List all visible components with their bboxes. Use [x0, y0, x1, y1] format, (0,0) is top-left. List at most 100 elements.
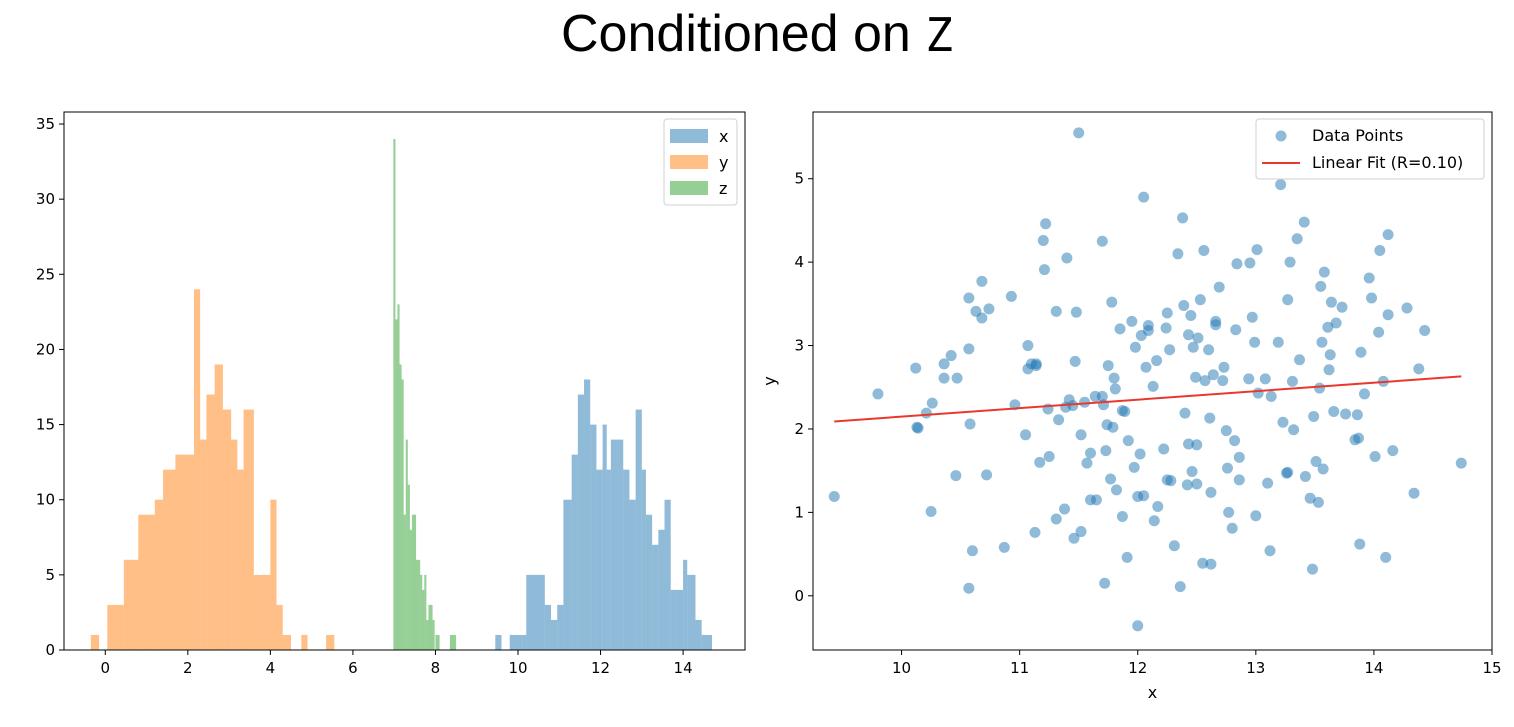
scatter-point [1085, 494, 1097, 506]
scatter-point [1358, 388, 1370, 400]
scatter-point [1317, 463, 1329, 475]
scatter-point [1034, 456, 1046, 468]
hist-bar-y [326, 634, 335, 650]
scatter-point [1068, 532, 1080, 544]
scatter-point [1075, 429, 1087, 441]
hist-legend-label-y: y [719, 153, 728, 172]
scatter-point [951, 372, 963, 384]
scatter-point [1226, 522, 1238, 534]
hist-x-tick-label: 6 [348, 659, 358, 677]
hist-bar-x [534, 574, 545, 650]
linear-fit-line [834, 375, 1462, 423]
scatter-point [1340, 408, 1352, 420]
hist-bar-z [449, 634, 457, 650]
scatter-point [1107, 421, 1119, 433]
hist-bar-z [418, 559, 421, 650]
scatter-y-tick-label: 2 [794, 420, 804, 438]
scatter-point [1194, 294, 1206, 306]
scatter-point [1102, 360, 1114, 372]
scatter-y-tick-label: 1 [794, 503, 804, 521]
hist-legend-swatch-z [670, 181, 708, 195]
hist-bar-z [397, 304, 400, 650]
hist-bar-x [652, 544, 659, 650]
scatter-point [1233, 474, 1245, 486]
hist-bar-z [395, 319, 398, 650]
scatter-point [1244, 257, 1256, 269]
scatter-point [1223, 506, 1235, 518]
scatter-point [1164, 344, 1176, 356]
scatter-point [1192, 332, 1204, 344]
hist-bar-z [407, 484, 410, 650]
scatter-point [1183, 438, 1195, 450]
scatter-point [976, 312, 988, 324]
scatter-point [1070, 306, 1082, 318]
hist-bar-x [526, 574, 535, 650]
scatter-point [1061, 252, 1073, 264]
page-title-symbol: Z [925, 8, 953, 62]
hist-x-tick-label: 10 [508, 659, 527, 677]
hist-bar-z [411, 514, 414, 650]
hist-y-tick-label: 0 [45, 641, 55, 659]
scatter-point [1110, 484, 1122, 496]
scatter-point [828, 491, 840, 503]
scatter-x-tick-label: 12 [1128, 659, 1147, 677]
hist-bar-x [635, 409, 642, 650]
scatter-point [1116, 511, 1128, 523]
scatter-point [1177, 212, 1189, 224]
scatter-point [1373, 326, 1385, 338]
scatter-point [1075, 526, 1087, 538]
scatter-point [1122, 435, 1134, 447]
hist-bar-z [405, 439, 408, 650]
hist-bar-x [606, 469, 611, 650]
scatter-point [1419, 325, 1431, 337]
hist-bar-y [138, 514, 155, 650]
scatter-point [1231, 258, 1243, 270]
scatter-point [1099, 577, 1111, 589]
scatter-point [1307, 563, 1319, 575]
scatter-point [1218, 361, 1230, 373]
scatter-y-tick-label: 3 [794, 337, 804, 355]
hist-bar-y [154, 499, 164, 650]
scatter-point [1374, 244, 1386, 256]
scatter-point [1382, 229, 1394, 241]
scatter-point [1050, 305, 1062, 317]
scatter-point [1121, 551, 1133, 563]
scatter-point [1152, 501, 1164, 513]
hist-x-tick-label: 2 [183, 659, 193, 677]
hist-bar-y [163, 469, 176, 650]
hist-y-tick-label: 10 [36, 491, 55, 509]
scatter-point [1199, 375, 1211, 387]
scatter-x-axis-label: x [1148, 683, 1157, 702]
hist-bar-x [602, 424, 607, 650]
scatter-point [1312, 496, 1324, 508]
scatter-point [1213, 281, 1225, 293]
scatter-point [1147, 380, 1159, 392]
scatter-point [1259, 373, 1271, 385]
scatter-axes-frame [812, 111, 1493, 651]
scatter-legend-frame [1255, 118, 1485, 180]
scatter-point [1291, 233, 1303, 245]
hist-bar-y [222, 409, 232, 650]
scatter-point [1126, 315, 1138, 327]
scatter-point [1020, 429, 1032, 441]
scatter-point [966, 545, 978, 557]
hist-bar-x [551, 619, 558, 650]
scatter-x-tick-label: 13 [1246, 659, 1265, 677]
hist-bar-y [276, 604, 283, 650]
hist-bar-x [584, 379, 591, 650]
hist-bar-z [435, 634, 440, 650]
hist-bar-x [645, 514, 653, 650]
hist-bar-x [629, 499, 636, 650]
scatter-point [945, 350, 957, 362]
scatter-point [1229, 435, 1241, 447]
scatter-point [1277, 416, 1289, 428]
hist-bar-z [409, 529, 412, 650]
scatter-point [1179, 407, 1191, 419]
scatter-x-tick-label: 11 [1010, 659, 1029, 677]
scatter-point [1005, 290, 1017, 302]
scatter-point [1251, 244, 1263, 256]
scatter-point [1132, 620, 1144, 632]
hist-bar-z [420, 574, 423, 650]
scatter-point [1160, 322, 1172, 334]
